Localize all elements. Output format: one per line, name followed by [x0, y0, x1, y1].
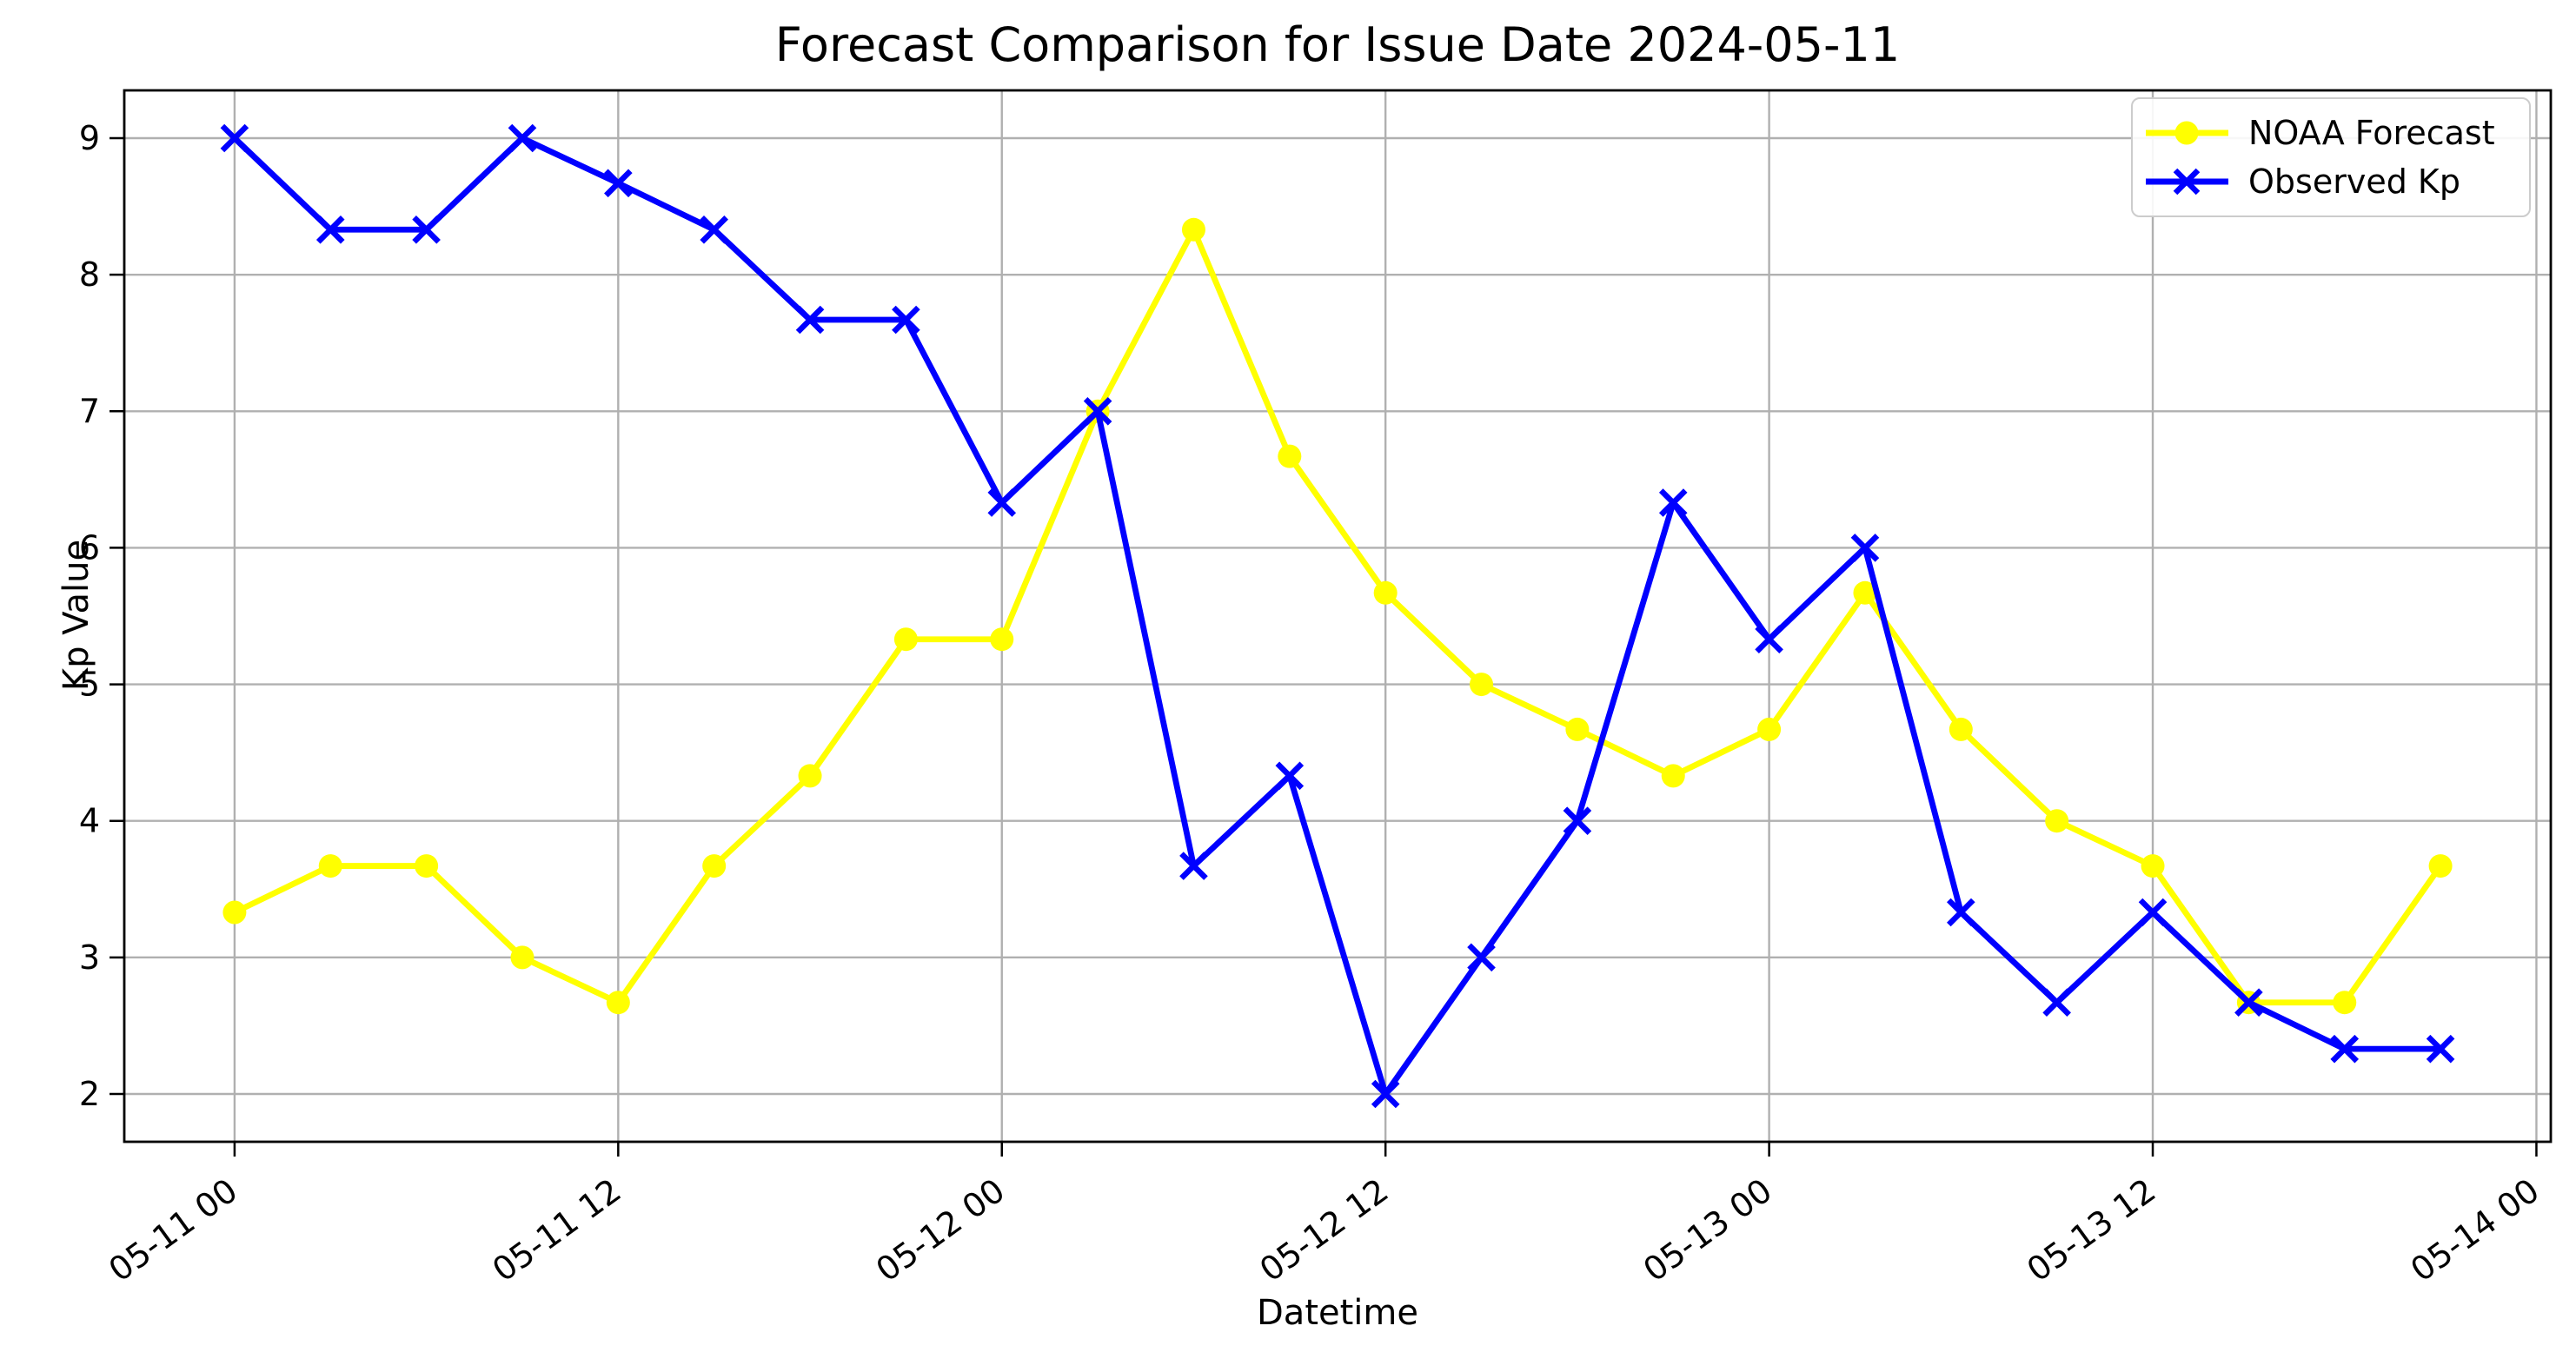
x-tick-label: 05-14 00: [2404, 1171, 2546, 1289]
data-marker-x: [700, 215, 728, 244]
y-axis-label: Kp Value: [56, 539, 96, 692]
data-marker-x: [2138, 898, 2168, 927]
y-tick-label: 6: [79, 528, 100, 567]
data-marker-circle: [2141, 854, 2165, 878]
data-marker-circle: [318, 854, 342, 878]
data-marker-x: [1371, 1079, 1400, 1109]
legend-noaa-label: NOAA Forecast: [2248, 113, 2495, 152]
x-tick-label: 05-11 12: [486, 1171, 628, 1289]
data-marker-circle: [1949, 717, 1973, 741]
legend-item-observed: Observed Kp: [2141, 162, 2520, 201]
x-axis-label: Datetime: [1257, 1293, 1418, 1333]
data-marker-x: [1947, 898, 1975, 927]
x-tick-label: 05-13 12: [2020, 1171, 2162, 1289]
data-marker-circle: [2045, 809, 2069, 833]
data-marker-circle: [606, 991, 630, 1015]
legend-item-noaa: NOAA Forecast: [2141, 114, 2520, 152]
data-marker-x: [1658, 488, 1688, 517]
data-marker-circle: [1373, 580, 1398, 605]
legend: NOAA Forecast Observed Kp: [2131, 97, 2531, 217]
y-tick-label: 9: [79, 119, 100, 157]
data-marker-circle: [222, 900, 247, 925]
y-tick-label: 4: [79, 802, 100, 840]
y-tick-label: 8: [79, 255, 100, 294]
series-line-observed-kp: [232, 135, 2441, 1097]
data-marker-circle: [1853, 580, 1877, 605]
legend-noaa-sample-icon: [2146, 121, 2228, 145]
data-marker-circle: [415, 854, 439, 878]
data-marker-x: [1275, 761, 1305, 791]
data-marker-circle: [2428, 854, 2453, 878]
data-marker-circle: [1661, 764, 1685, 788]
x-tick-label: 05-11 00: [102, 1171, 244, 1289]
data-marker-x: [2042, 988, 2071, 1018]
data-marker-x: [604, 169, 633, 198]
x-tick-label: 05-12 00: [869, 1171, 1012, 1289]
data-marker-circle: [893, 627, 918, 652]
y-tick-label: 7: [79, 392, 100, 430]
data-marker-circle: [990, 627, 1014, 652]
legend-observed-sample-icon: [2146, 169, 2228, 196]
y-tick-label: 2: [79, 1075, 100, 1113]
data-marker-circle: [1278, 444, 1302, 468]
data-marker-x: [315, 215, 345, 244]
data-marker-circle: [2333, 991, 2357, 1015]
data-marker-circle: [798, 764, 822, 788]
y-tick-label: 3: [79, 938, 100, 977]
data-marker-x: [1467, 943, 1496, 972]
data-marker-x: [795, 305, 825, 335]
chart-title: Forecast Comparison for Issue Date 2024-…: [774, 17, 1901, 72]
data-marker-circle: [702, 854, 727, 878]
data-marker-x: [2234, 988, 2263, 1018]
data-marker-x: [1850, 534, 1880, 562]
data-marker-x: [892, 305, 920, 335]
data-marker-circle: [1757, 717, 1782, 741]
data-marker-x: [1755, 625, 1783, 654]
plot-spines: [123, 89, 2553, 1144]
data-marker-x: [1179, 852, 1208, 880]
data-marker-x: [508, 123, 537, 153]
data-marker-x: [220, 123, 249, 153]
data-marker-circle: [1470, 673, 1494, 697]
data-marker-x: [987, 488, 1017, 517]
data-marker-x: [2426, 1034, 2455, 1064]
data-marker-x: [1563, 806, 1592, 836]
data-marker-circle: [1181, 217, 1205, 242]
data-marker-x: [2330, 1034, 2360, 1064]
y-tick-label: 5: [79, 666, 100, 704]
legend-observed-label: Observed Kp: [2248, 162, 2460, 202]
x-tick-label: 05-13 00: [1637, 1171, 1779, 1289]
series-line-noaa-forecast: [233, 226, 2443, 1006]
x-tick-label: 05-12 12: [1252, 1171, 1395, 1289]
data-marker-circle: [1565, 717, 1590, 741]
data-marker-x: [1083, 396, 1112, 426]
data-marker-circle: [510, 945, 534, 970]
data-marker-x: [412, 215, 441, 244]
